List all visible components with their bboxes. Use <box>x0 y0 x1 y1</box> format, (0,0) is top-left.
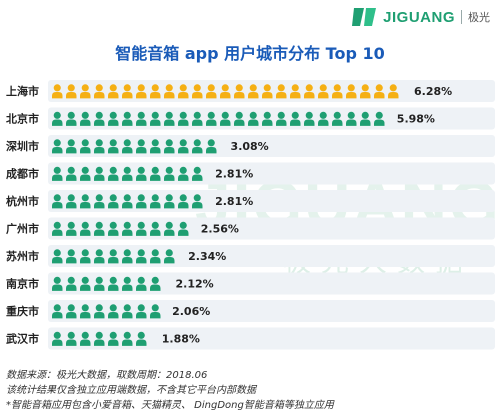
row-background <box>48 135 495 157</box>
footer-definition-note: *智能音箱应用包含小爱音箱、天猫精灵、 DingDong智能音箱等独立应用 <box>6 400 334 411</box>
category-label: 南京市 <box>6 277 39 291</box>
value-label: 1.88% <box>162 333 200 346</box>
category-label: 苏州市 <box>6 249 39 263</box>
category-label: 北京市 <box>6 112 39 126</box>
brand-name: JIGUANG <box>383 8 455 26</box>
value-label: 3.08% <box>231 140 269 153</box>
value-label: 5.98% <box>397 113 435 126</box>
row-background <box>48 272 495 295</box>
row-background <box>48 162 495 185</box>
category-label: 广州市 <box>6 222 39 236</box>
category-label: 重庆市 <box>6 304 39 318</box>
category-label: 杭州市 <box>6 194 39 208</box>
category-label: 成都市 <box>6 167 39 181</box>
brand-divider <box>461 10 462 24</box>
value-label: 2.34% <box>188 250 226 263</box>
footer-source: 数据来源：极光大数据，取数周期：2018.06 <box>6 370 208 381</box>
pictogram-bar-chart: 上海市 6.28% 北京市 5.98% 深圳市 3.08% 成都市 2.81% 杭州市 2.81%… <box>6 80 495 350</box>
row-background <box>48 217 495 240</box>
brand-cn-name: 极光 <box>468 11 490 24</box>
category-label: 上海市 <box>6 84 39 98</box>
value-label: 2.12% <box>176 278 214 291</box>
value-label: 2.81% <box>215 195 253 208</box>
chart-title: 智能音箱 app 用户城市分布 Top 10 <box>115 44 385 63</box>
jiguang-logo-icon <box>352 8 377 26</box>
brand: JIGUANG 极光 <box>351 5 490 29</box>
value-label: 2.56% <box>201 223 239 236</box>
value-label: 2.81% <box>215 168 253 181</box>
row-background <box>48 190 495 212</box>
row-background <box>48 300 495 322</box>
footer-scope-note: 该统计结果仅含独立应用端数据，不含其它平台内部数据 <box>6 385 256 396</box>
category-label: 武汉市 <box>6 332 39 346</box>
value-label: 6.28% <box>414 85 452 98</box>
footer-notes: 数据来源：极光大数据，取数周期：2018.06 该统计结果仅含独立应用端数据，不… <box>6 368 334 413</box>
value-label: 2.06% <box>172 305 210 318</box>
row-background <box>48 245 495 267</box>
row-background <box>48 327 495 350</box>
category-label: 深圳市 <box>6 139 39 153</box>
